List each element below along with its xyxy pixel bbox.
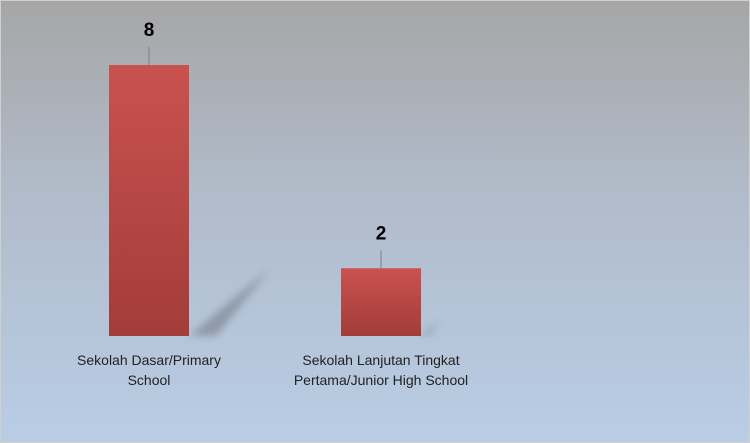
value-label: 8 (144, 20, 155, 41)
category-label: Sekolah Lanjutan Tingkat Pertama/Junior … (293, 352, 469, 388)
bar-shadow (189, 268, 271, 336)
bar (341, 268, 421, 336)
value-label: 2 (376, 223, 387, 244)
bar-shadow (421, 319, 442, 336)
category-label: Sekolah Dasar/Primary School (77, 352, 221, 388)
bar (109, 65, 189, 336)
